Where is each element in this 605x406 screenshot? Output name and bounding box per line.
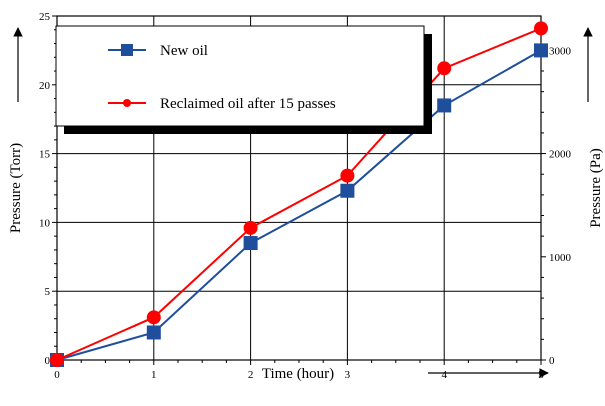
x-tick-label-4: 4: [441, 369, 447, 381]
y-axis-title-left: Pressure (Torr): [8, 143, 24, 233]
x-tick-label-3: 3: [345, 369, 351, 381]
legend-marker-reclaimed-oil: [123, 99, 131, 107]
y2-tick-label-3: 3000: [549, 45, 572, 57]
data-point-new-oil-2: [243, 236, 258, 251]
data-point-new-oil-4: [437, 98, 452, 113]
data-point-new-oil-5: [534, 43, 548, 58]
y2-tick-label-1: 1000: [549, 252, 572, 264]
legend: New oil Reclaimed oil after 15 passes: [55, 25, 432, 134]
data-point-new-oil-1: [146, 325, 161, 340]
y2-tick-label-2: 2000: [549, 149, 572, 161]
y-tick-label-4: 20: [39, 80, 51, 92]
y-axis-title-right: Pressure (Pa): [588, 148, 604, 228]
data-point-reclaimed-oil-after-15-passes-4: [437, 61, 452, 76]
y-tick-label-1: 5: [45, 286, 51, 298]
data-point-reclaimed-oil-after-15-passes-0: [50, 353, 64, 367]
legend-label-new-oil: New oil: [160, 43, 208, 59]
x-tick-label-1: 1: [151, 369, 157, 381]
data-point-reclaimed-oil-after-15-passes-3: [340, 168, 355, 183]
series-line-new-oil: [56, 49, 542, 361]
y-tick-label-5: 25: [39, 11, 51, 23]
legend-marker-new-oil: [121, 44, 133, 56]
y-tick-label-2: 10: [39, 217, 51, 229]
data-point-reclaimed-oil-after-15-passes-5: [534, 21, 548, 36]
data-point-new-oil-3: [340, 183, 355, 198]
x-tick-label-5: 5: [538, 369, 544, 381]
data-point-reclaimed-oil-after-15-passes-2: [243, 220, 258, 235]
series-line-reclaimed-oil-after-15-passes: [56, 27, 542, 361]
data-point-reclaimed-oil-after-15-passes-1: [146, 310, 161, 325]
y-tick-label-3: 15: [39, 149, 51, 161]
y2-tick-label-0: 0: [549, 355, 555, 367]
legend-label-reclaimed-oil: Reclaimed oil after 15 passes: [160, 96, 336, 112]
data-series: [50, 21, 548, 367]
y-tick-label-0: 0: [45, 355, 51, 367]
legend-box: [55, 25, 425, 127]
x-tick-label-0: 0: [54, 369, 60, 381]
x-axis-title: Time (hour): [262, 366, 334, 382]
x-tick-label-2: 2: [248, 369, 254, 381]
